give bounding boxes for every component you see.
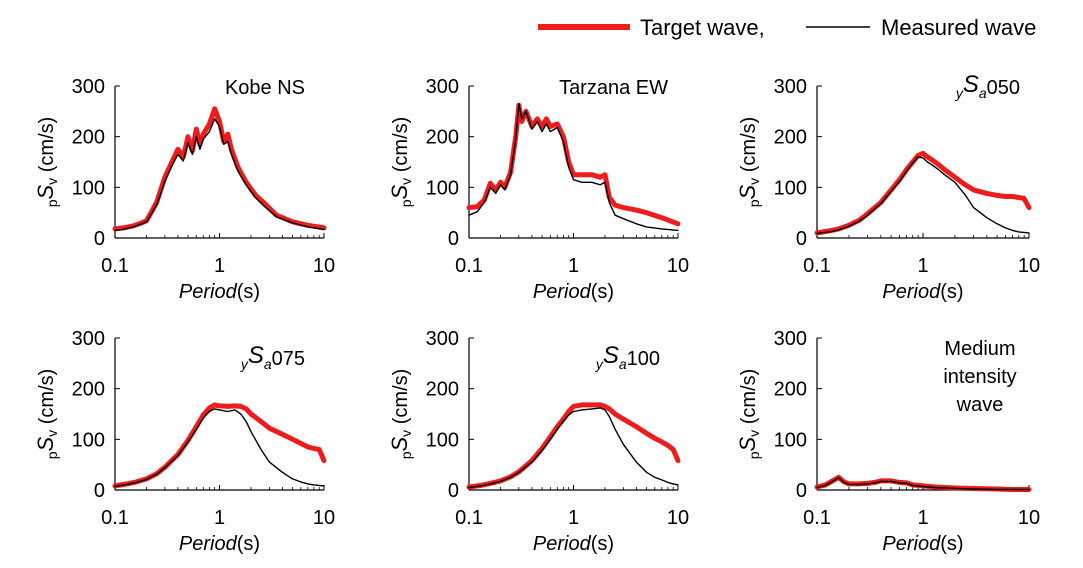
x-axis-label: Period(s): [882, 281, 963, 303]
y-tick-label: 0: [94, 480, 105, 502]
x-tick-label: 0.1: [101, 507, 129, 529]
y-tick-label: 100: [72, 177, 105, 199]
y-axis-label: pSv (cm/s): [33, 369, 60, 460]
y-tick-label: 200: [774, 127, 807, 149]
x-axis-label: Period(s): [533, 281, 614, 303]
y-tick-label: 100: [426, 429, 459, 451]
y-tick-label: 200: [72, 127, 105, 149]
x-tick-label: 10: [667, 255, 689, 277]
x-tick-label: 1: [214, 507, 225, 529]
y-tick-label: 300: [72, 328, 105, 350]
legend-measured-label: Measured wave: [881, 15, 1036, 40]
y-tick-label: 100: [774, 177, 807, 199]
y-tick-label: 0: [448, 228, 459, 250]
y-tick-label: 200: [72, 379, 105, 401]
chart-panel-4: 0 100 200 300 0.1 1 10 Period(s) pSv (cm/s) ySa07…: [33, 328, 335, 555]
chart-panel-5: 0 100 200 300 0.1 1 10 Period(s) pSv (cm/s) ySa10…: [387, 328, 689, 555]
x-tick-label: 0.1: [455, 507, 483, 529]
series-measured-line: [468, 102, 679, 232]
x-tick-label: 1: [568, 255, 579, 277]
chart-panel-1: 0 100 200 300 0.1 1 10 Period(s) pSv (cm/s) Kobe …: [33, 76, 335, 303]
chart-title: ySa100: [595, 342, 660, 372]
x-tick-label: 10: [313, 255, 335, 277]
chart-panel-6: 0 100 200 300 0.1 1 10 Period(s) pSv (cm/s) Mediu…: [735, 328, 1040, 555]
y-tick-label: 300: [426, 328, 459, 350]
y-tick-label: 100: [426, 177, 459, 199]
x-tick-label: 1: [214, 255, 225, 277]
chart-title: Kobe NS: [225, 77, 305, 99]
y-tick-label: 300: [426, 76, 459, 98]
series-target-line: [112, 402, 327, 489]
y-axis-label: pSv (cm/s): [387, 369, 414, 460]
chart-title-line: wave: [956, 394, 1004, 416]
y-tick-label: 200: [426, 379, 459, 401]
chart-title-line: Medium: [944, 338, 1015, 360]
legend: Target wave, Measured wave: [538, 15, 1036, 40]
x-tick-label: 0.1: [101, 255, 129, 277]
x-axis-label: Period(s): [882, 533, 963, 555]
series-measured-line: [114, 118, 325, 232]
x-tick-label: 10: [313, 507, 335, 529]
y-axis-label: pSv (cm/s): [33, 117, 60, 208]
x-axis-label: Period(s): [179, 533, 260, 555]
x-tick-label: 10: [1018, 507, 1040, 529]
y-tick-label: 100: [774, 429, 807, 451]
y-tick-label: 0: [94, 228, 105, 250]
y-axis-label: pSv (cm/s): [735, 117, 762, 208]
x-tick-label: 0.1: [803, 255, 831, 277]
y-tick-label: 300: [774, 328, 807, 350]
series-measured-line: [114, 408, 325, 488]
y-tick-label: 0: [796, 480, 807, 502]
y-tick-label: 300: [72, 76, 105, 98]
series-measured-line: [816, 156, 1030, 235]
y-tick-label: 0: [448, 480, 459, 502]
chart-title: ySa075: [240, 342, 305, 372]
chart-title-line: intensity: [943, 366, 1016, 388]
series-target-line: [466, 102, 681, 227]
x-tick-label: 0.1: [455, 255, 483, 277]
x-tick-label: 1: [917, 255, 928, 277]
series-measured-line: [468, 407, 679, 489]
series-target-line: [112, 106, 327, 232]
y-tick-label: 300: [774, 76, 807, 98]
y-tick-label: 200: [426, 127, 459, 149]
series-target-line: [466, 402, 681, 490]
chart-panel-3: 0 100 200 300 0.1 1 10 Period(s) pSv (cm/s) ySa05…: [735, 71, 1040, 303]
y-axis-label: pSv (cm/s): [387, 117, 414, 208]
y-tick-label: 0: [796, 228, 807, 250]
chart-panel-2: 0 100 200 300 0.1 1 10 Period(s) pSv (cm/s) Tarza…: [387, 76, 689, 303]
y-tick-label: 200: [774, 379, 807, 401]
x-axis-label: Period(s): [533, 533, 614, 555]
chart-title: Tarzana EW: [559, 77, 668, 99]
x-tick-label: 10: [667, 507, 689, 529]
series-target-line: [814, 150, 1032, 236]
y-tick-label: 100: [72, 429, 105, 451]
x-axis-label: Period(s): [179, 281, 260, 303]
x-tick-label: 1: [568, 507, 579, 529]
x-tick-label: 10: [1018, 255, 1040, 277]
legend-target-label: Target wave,: [640, 15, 765, 40]
series-measured-line: [816, 477, 1030, 491]
chart-title: ySa050: [955, 71, 1020, 101]
y-axis-label: pSv (cm/s): [735, 369, 762, 460]
x-tick-label: 1: [917, 507, 928, 529]
x-tick-label: 0.1: [803, 507, 831, 529]
